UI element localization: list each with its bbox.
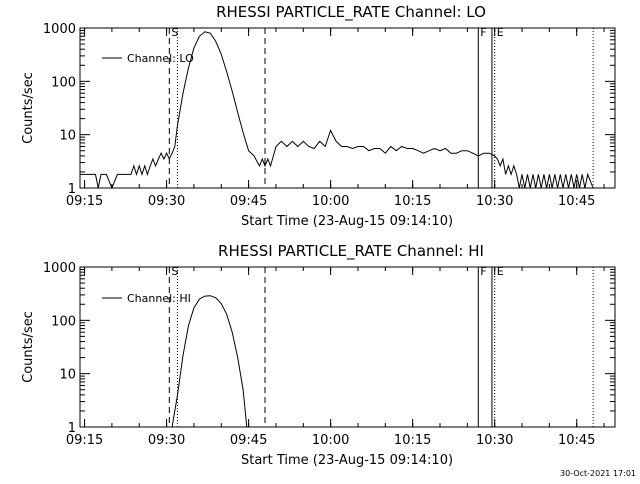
x-tick-label: 10:15 <box>394 194 431 209</box>
x-tick-label: 10:30 <box>476 433 513 448</box>
legend-label: Channel: LO <box>127 52 194 65</box>
x-tick-label: 10:30 <box>476 194 513 209</box>
legend: Channel: LO <box>102 52 194 65</box>
x-tick-label: 09:30 <box>148 433 185 448</box>
plot-frame <box>79 266 616 428</box>
time-marker-label: E <box>497 265 504 278</box>
series-line-hi <box>171 295 248 428</box>
x-axis-label: Start Time (23-Aug-15 09:14:10) <box>241 214 453 229</box>
y-tick-group: 1 10 100 1000 <box>43 22 615 197</box>
chart-panel-hi: RHESSI PARTICLE_RATE Channel: HI Counts/… <box>21 242 616 468</box>
x-tick-label: 10:00 <box>312 433 349 448</box>
y-tick-label: 1 <box>68 182 76 197</box>
time-marker-label: S <box>171 265 178 278</box>
x-tick-group: 09:15 09:30 09:45 10:00 10:15 10:30 10:45 <box>66 267 605 448</box>
chart-panel-lo: RHESSI PARTICLE_RATE Channel: LO Counts/… <box>21 3 616 229</box>
x-tick-label: 09:15 <box>66 194 103 209</box>
y-axis-label: Counts/sec <box>21 311 36 383</box>
x-tick-group: 09:15 09:30 09:45 10:00 10:15 10:30 10:45 <box>66 28 605 209</box>
x-axis-label: Start Time (23-Aug-15 09:14:10) <box>241 453 453 468</box>
y-tick-label: 1 <box>68 421 76 436</box>
x-tick-label: 09:45 <box>230 433 267 448</box>
y-axis-label: Counts/sec <box>21 72 36 144</box>
y-tick-label: 100 <box>51 75 76 90</box>
chart-title: RHESSI PARTICLE_RATE Channel: HI <box>218 242 484 261</box>
x-tick-label: 10:00 <box>312 194 349 209</box>
footer-timestamp: 30-Oct-2021 17:01 <box>560 469 636 478</box>
time-marker-label: S <box>171 26 178 39</box>
time-marker-label: E <box>497 26 504 39</box>
legend-label: Channel: HI <box>127 292 191 305</box>
series-line-lo <box>80 31 594 190</box>
x-tick-label: 10:45 <box>558 194 595 209</box>
time-marker-label: F <box>480 265 486 278</box>
plot-frame <box>79 27 616 189</box>
x-tick-label: 10:15 <box>394 433 431 448</box>
y-tick-label: 10 <box>59 129 76 144</box>
y-tick-label: 1000 <box>43 261 76 276</box>
y-tick-group: 1 10 100 1000 <box>43 261 615 436</box>
x-tick-label: 09:30 <box>148 194 185 209</box>
x-tick-label: 10:45 <box>558 433 595 448</box>
y-tick-label: 100 <box>51 314 76 329</box>
y-tick-label: 1000 <box>43 22 76 37</box>
y-tick-label: 10 <box>59 368 76 383</box>
x-tick-label: 09:45 <box>230 194 267 209</box>
x-tick-label: 09:15 <box>66 433 103 448</box>
time-marker-label: F <box>480 26 486 39</box>
legend: Channel: HI <box>102 292 191 305</box>
chart-title: RHESSI PARTICLE_RATE Channel: LO <box>216 3 486 22</box>
